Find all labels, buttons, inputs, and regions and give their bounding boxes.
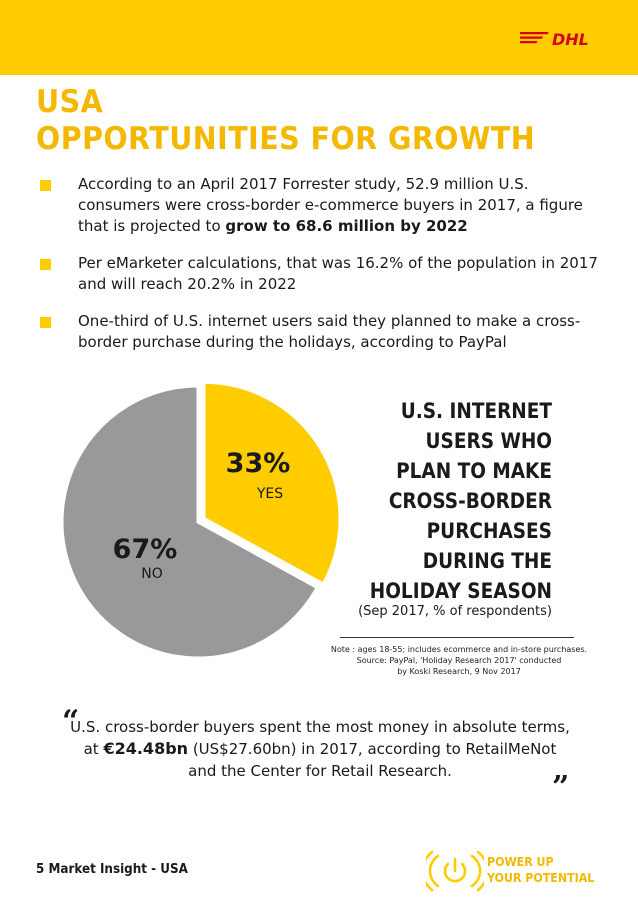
tagline-line-2: YOUR POTENTIAL bbox=[487, 871, 595, 885]
power-icon bbox=[426, 850, 484, 892]
bullet-list: According to an April 2017 Forrester stu… bbox=[40, 174, 600, 369]
bullet-text: According to an April 2017 Forrester stu… bbox=[78, 175, 583, 235]
pie-category-label: NO bbox=[141, 566, 163, 582]
chart-title-line: PURCHASES bbox=[426, 519, 552, 543]
chart-title-line: PLAN TO MAKE bbox=[396, 459, 552, 483]
chart-subtitle: (Sep 2017, % of respondents) bbox=[358, 604, 552, 619]
pie-category-label: YES bbox=[256, 486, 283, 502]
dhl-logo: DHL bbox=[520, 30, 589, 49]
quote-block: U.S. cross-border buyers spent the most … bbox=[70, 716, 570, 782]
bullet-item: According to an April 2017 Forrester stu… bbox=[40, 174, 600, 237]
bullet-square-icon bbox=[40, 317, 51, 328]
bullet-bold-text: grow to 68.6 million by 2022 bbox=[225, 217, 468, 235]
note-line: by Koski Research, 9 Nov 2017 bbox=[397, 667, 521, 676]
tagline-line-1: POWER UP bbox=[487, 855, 554, 869]
pie-slice-no bbox=[60, 384, 320, 660]
chart-title-line: CROSS-BORDER bbox=[388, 489, 552, 513]
heading-line-2: OPPORTUNITIES FOR GROWTH bbox=[36, 121, 536, 157]
heading-line-1: USA bbox=[36, 84, 104, 120]
quote-text-after: (US$27.60bn) in 2017, according to Retai… bbox=[188, 740, 557, 780]
open-quote-mark: “ bbox=[62, 704, 80, 739]
note-line: Source: PayPal, 'Holiday Research 2017' … bbox=[356, 656, 562, 665]
chart-title-line: USERS WHO bbox=[425, 429, 552, 453]
pie-slice-yes bbox=[202, 380, 342, 586]
note-divider bbox=[340, 637, 574, 638]
bullet-text: Per eMarketer calculations, that was 16.… bbox=[78, 254, 598, 293]
note-line: Note : ages 18-55; includes ecommerce an… bbox=[330, 645, 588, 654]
bullet-item: Per eMarketer calculations, that was 16.… bbox=[40, 253, 600, 295]
close-quote-mark: ” bbox=[552, 770, 570, 805]
tagline: POWER UP YOUR POTENTIAL bbox=[487, 854, 594, 886]
bullet-square-icon bbox=[40, 259, 51, 270]
bullet-square-icon bbox=[40, 180, 51, 191]
pie-value-label: 67% bbox=[113, 534, 178, 565]
chart-title-line: HOLIDAY SEASON bbox=[369, 579, 552, 603]
chart-title-line: U.S. INTERNET bbox=[400, 399, 552, 423]
pie-chart: 33% YES 67%NO bbox=[60, 380, 342, 660]
chart-source-note: Note : ages 18-55; includes ecommerce an… bbox=[330, 644, 588, 677]
top-banner: DHL bbox=[0, 0, 638, 75]
chart-title: U.S. INTERNET USERS WHO PLAN TO MAKE CROSS-… bbox=[323, 396, 552, 606]
bullet-item: One-third of U.S. internet users said th… bbox=[40, 311, 600, 353]
quote-text-before: U.S. cross-border buyers spent the most … bbox=[70, 718, 570, 758]
chart-title-line: DURING THE bbox=[422, 549, 552, 573]
pie-value-label: 33% bbox=[226, 448, 291, 479]
bullet-text: One-third of U.S. internet users said th… bbox=[78, 312, 581, 351]
page-footer-label: 5 Market Insight - USA bbox=[36, 862, 188, 877]
quote-bold-amount: €24.48bn bbox=[103, 739, 189, 758]
dhl-logo-text: DHL bbox=[552, 30, 589, 49]
page-heading: USA OPPORTUNITIES FOR GROWTH bbox=[36, 84, 535, 158]
